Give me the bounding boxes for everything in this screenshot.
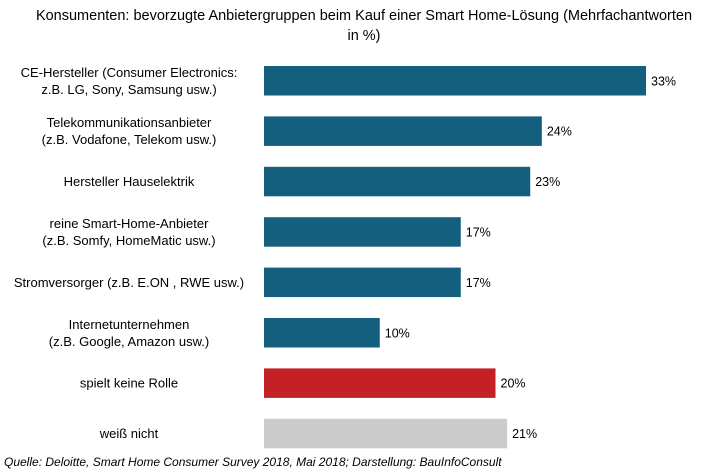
category-label-7: spielt keine Rolle	[80, 376, 178, 391]
bar-6	[264, 318, 380, 348]
data-label-2: 24%	[547, 125, 572, 139]
category-label-5: Stromversorger (z.B. E.ON , RWE usw.)	[14, 275, 244, 290]
category-label-1: CE-Hersteller (Consumer Electronics: z.B.…	[21, 65, 238, 97]
category-label-8: weiß nicht	[99, 426, 159, 441]
chart-title: Konsumenten: bevorzugte Anbietergruppen …	[35, 8, 693, 44]
category-label-4: reine Smart-Home-Anbieter (z.B. Somfy, Ho…	[42, 216, 215, 248]
bar-4	[264, 217, 461, 247]
data-label-1: 33%	[651, 74, 676, 88]
data-label-7: 20%	[501, 377, 526, 391]
bar-7	[264, 368, 496, 398]
data-label-6: 10%	[385, 326, 410, 340]
bar-5	[264, 267, 461, 298]
category-label-6: Internetunternehmen (z.B. Google, Amazon …	[49, 317, 209, 349]
bar-2	[264, 116, 542, 146]
category-label-2: Telekommunikationsanbieter (z.B. Vodafone…	[42, 115, 217, 147]
bar-8	[264, 418, 508, 449]
data-label-8: 21%	[512, 427, 537, 441]
data-label-5: 17%	[466, 276, 491, 290]
bar-3	[264, 166, 531, 197]
data-label-4: 17%	[466, 225, 491, 239]
source-note: Quelle: Deloitte, Smart Home Consumer Su…	[4, 455, 502, 469]
data-label-3: 23%	[535, 175, 560, 189]
category-label-3: Hersteller Hauselektrik	[64, 174, 195, 189]
bar-1	[264, 66, 646, 96]
